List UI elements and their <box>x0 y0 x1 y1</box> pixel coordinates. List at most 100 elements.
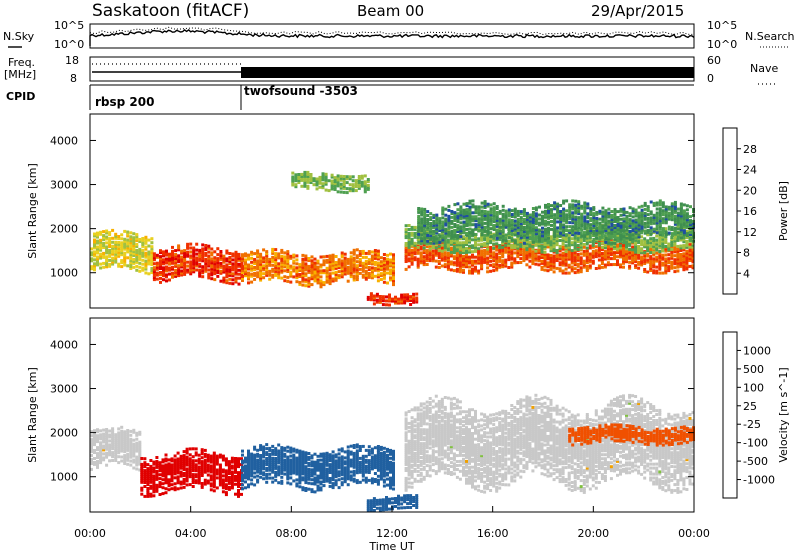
heatmap-cell <box>253 271 257 275</box>
heatmap-cell <box>135 237 139 241</box>
heatmap-cell <box>234 250 238 254</box>
heatmap-cell <box>209 466 213 470</box>
heatmap-cell <box>231 272 235 276</box>
heatmap-cell <box>419 251 423 255</box>
heatmap-cell <box>176 457 180 461</box>
heatmap-cell <box>559 233 563 237</box>
heatmap-cell <box>588 254 592 258</box>
heatmap-cell <box>676 253 680 257</box>
heatmap-cell <box>321 174 325 178</box>
heatmap-cell <box>318 175 322 179</box>
heatmap-cell <box>413 246 417 250</box>
heatmap-cell <box>616 233 619 237</box>
heatmap-cell <box>147 250 151 254</box>
heatmap-cell <box>450 231 454 235</box>
heatmap-cell <box>574 221 578 225</box>
heatmap-cell <box>259 254 263 258</box>
heatmap-cell <box>155 483 159 487</box>
heatmap-cell <box>224 483 228 487</box>
heatmap-cell <box>483 255 487 258</box>
heatmap-cell <box>619 207 623 211</box>
heatmap-cell <box>489 239 493 243</box>
heatmap-cell <box>328 266 332 270</box>
heatmap-cell <box>562 229 566 233</box>
heatmap-cell <box>361 251 365 255</box>
heatmap-cell <box>658 257 662 261</box>
heatmap-cell <box>601 226 605 230</box>
heatmap-cell <box>192 246 196 250</box>
heatmap-cell <box>389 276 392 280</box>
heatmap-cell <box>300 176 304 180</box>
heatmap-cell <box>567 243 571 247</box>
heatmap-cell <box>622 261 625 265</box>
heatmap-cell <box>114 451 118 455</box>
heatmap-cell <box>513 239 517 243</box>
heatmap-cell <box>682 213 686 217</box>
heatmap-cell <box>300 178 304 182</box>
heatmap-cell <box>546 245 550 249</box>
heatmap-cell <box>468 255 471 259</box>
heatmap-cell <box>307 284 311 288</box>
heatmap-cell <box>138 238 142 241</box>
heatmap-cell <box>613 230 617 233</box>
heatmap-cell <box>580 212 584 216</box>
heatmap-cell <box>167 468 171 472</box>
heatmap-cell <box>555 259 559 262</box>
heatmap-cell <box>416 243 420 247</box>
heatmap-cell <box>607 235 611 239</box>
heatmap-cell <box>676 269 680 273</box>
heatmap-cell <box>634 214 638 218</box>
heatmap-cell <box>480 265 484 269</box>
heatmap-cell <box>576 236 580 240</box>
heatmap-cell <box>507 241 511 245</box>
heatmap-cell <box>486 204 490 208</box>
heatmap-cell <box>294 173 298 177</box>
heatmap-cell <box>634 240 638 244</box>
heatmap-cell <box>549 254 553 257</box>
heatmap-cell <box>652 265 656 269</box>
heatmap-cell <box>582 261 586 265</box>
heatmap-cell <box>528 215 532 219</box>
heatmap-cell <box>622 225 626 229</box>
heatmap-cell <box>446 257 450 261</box>
heatmap-cell <box>259 264 263 268</box>
heatmap-cell <box>525 231 529 235</box>
heatmap-cell <box>358 261 362 265</box>
heatmap-cell <box>458 245 462 249</box>
heatmap-cell <box>625 239 628 243</box>
heatmap-cell <box>471 261 474 265</box>
heatmap-cell <box>108 243 112 246</box>
heatmap-cell <box>376 261 380 265</box>
heatmap-cell <box>155 485 159 489</box>
heatmap-cell <box>93 232 96 236</box>
heatmap-cell <box>553 215 557 219</box>
heatmap-cell <box>504 215 508 219</box>
heatmap-cell <box>215 468 219 472</box>
heatmap-cell <box>348 175 352 179</box>
heatmap-cell <box>661 231 665 235</box>
heatmap-cell <box>528 213 532 217</box>
heatmap-cell <box>375 300 379 304</box>
heatmap-cell <box>120 447 124 451</box>
heatmap-cell <box>149 459 153 462</box>
heatmap-cell <box>570 265 574 269</box>
heatmap-cell <box>625 224 629 228</box>
heatmap-cell <box>609 263 613 267</box>
heatmap-cell <box>105 231 109 235</box>
heatmap-cell <box>459 217 463 221</box>
heatmap-cell <box>637 249 641 252</box>
heatmap-cell <box>682 209 686 213</box>
heatmap-cell <box>682 236 686 240</box>
heatmap-cell <box>431 257 435 261</box>
heatmap-cell <box>93 258 96 262</box>
heatmap-cell <box>559 217 563 221</box>
heatmap-cell <box>600 245 604 249</box>
heatmap-cell <box>525 221 529 225</box>
heatmap-cell <box>316 281 320 285</box>
heatmap-cell <box>331 263 335 267</box>
heatmap-cell <box>664 253 668 257</box>
heatmap-cell <box>244 264 247 268</box>
heatmap-cell <box>200 482 204 485</box>
heatmap-cell <box>318 177 322 181</box>
